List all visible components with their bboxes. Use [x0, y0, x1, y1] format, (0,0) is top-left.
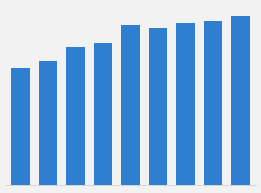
Bar: [39, 61, 57, 185]
Bar: [149, 28, 167, 185]
Bar: [94, 43, 112, 185]
Bar: [11, 68, 30, 185]
Bar: [121, 25, 140, 185]
Bar: [204, 21, 222, 185]
Bar: [231, 16, 250, 185]
Bar: [176, 23, 195, 185]
Bar: [66, 47, 85, 185]
